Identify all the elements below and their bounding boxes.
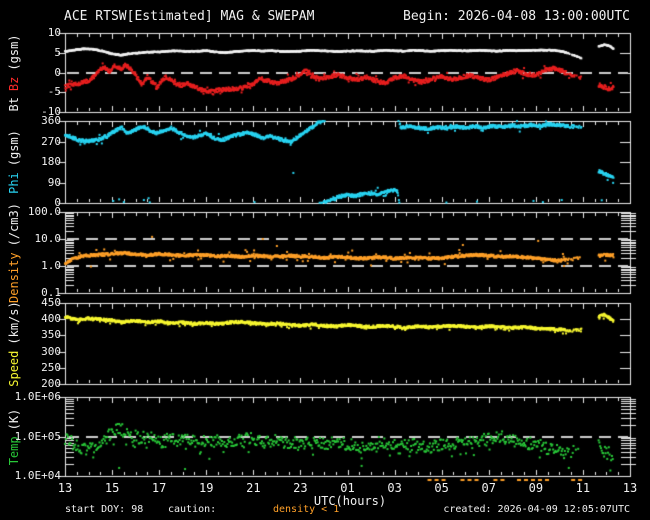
y-tick-label: 1.0E+04 bbox=[14, 469, 61, 482]
x-tick-label: 23 bbox=[293, 481, 308, 495]
x-axis-title: UTC(hours) bbox=[313, 494, 387, 508]
x-tick-label: 13 bbox=[57, 481, 73, 495]
x-tick-label: 21 bbox=[246, 481, 261, 495]
y-tick-label: 1.0 bbox=[41, 259, 61, 272]
y-tick-label: 10 bbox=[47, 26, 61, 39]
x-tick-label: 03 bbox=[387, 481, 402, 495]
x-tick-label: 01 bbox=[340, 481, 355, 495]
ylabel-temp-unit: (K) bbox=[7, 408, 21, 430]
y-tick-label: 450 bbox=[41, 296, 61, 309]
x-tick-label: 15 bbox=[104, 481, 120, 495]
y-tick-label: 90 bbox=[47, 175, 61, 189]
x-tick-label: 05 bbox=[434, 481, 449, 495]
footer-start-doy: start DOY: 98 bbox=[65, 504, 144, 515]
y-tick-label: 250 bbox=[41, 360, 61, 374]
y-tick-label: 400 bbox=[41, 312, 61, 326]
begin-timestamp: Begin: 2026-04-08 13:00:00UTC bbox=[403, 9, 630, 24]
y-axis-label-speed: Speed(km/s) bbox=[7, 298, 21, 389]
y-tick-label: 300 bbox=[41, 344, 61, 358]
footer-caution-value: density < 1 bbox=[273, 504, 340, 515]
y-tick-label: 350 bbox=[41, 328, 61, 342]
y-tick-label: 1.0E+06 bbox=[14, 390, 61, 403]
y-tick-label: -10 bbox=[41, 105, 61, 118]
x-tick-label: 09 bbox=[528, 481, 544, 495]
footer-created-timestamp: created: 2026-04-09 12:05:07UTC bbox=[443, 504, 630, 515]
y-tick-label: 360 bbox=[41, 114, 61, 127]
y-tick-label: 1.0E+05 bbox=[14, 429, 61, 443]
plot-title: ACE RTSW[Estimated] MAG & SWEPAM bbox=[64, 9, 315, 24]
y-tick-label: 100.0 bbox=[27, 205, 61, 218]
x-tick-label: 19 bbox=[199, 481, 214, 495]
y-tick-label: 180 bbox=[41, 155, 61, 168]
x-tick-label: 17 bbox=[151, 481, 167, 495]
y-tick-label: 0 bbox=[54, 65, 61, 79]
x-tick-label: 11 bbox=[575, 481, 591, 495]
y-tick-label: -5 bbox=[47, 85, 61, 99]
y-tick-label: 10.0 bbox=[34, 232, 62, 245]
y-tick-label: 5 bbox=[54, 45, 61, 59]
y-tick-label: 0.1 bbox=[41, 286, 61, 299]
x-tick-label: 07 bbox=[481, 481, 496, 495]
footer-caution-label: caution: bbox=[168, 504, 217, 515]
y-tick-label: 0 bbox=[54, 196, 61, 209]
y-tick-label: 270 bbox=[41, 134, 61, 148]
x-tick-label: 13 bbox=[622, 481, 638, 495]
y-tick-label: 200 bbox=[41, 377, 61, 390]
